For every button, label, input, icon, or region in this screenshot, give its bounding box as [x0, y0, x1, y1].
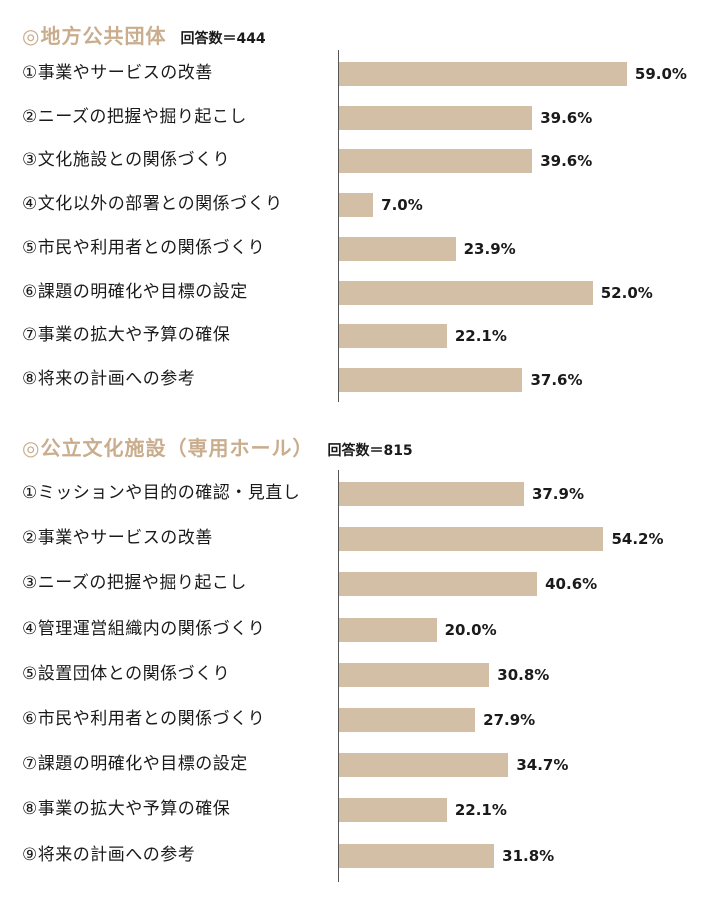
bar [339, 527, 604, 552]
value-label: 59.0% [634, 65, 687, 83]
bar-row: ⑧事業の拡大や予算の確保 22.1% [0, 788, 714, 832]
value-label: 22.1% [454, 801, 507, 820]
bar-row: ②ニーズの把握や掘り起こし 39.6% [0, 96, 714, 140]
bar [339, 105, 533, 130]
category-label: ②ニーズの把握や掘り起こし [22, 106, 247, 127]
y-axis-line [338, 50, 339, 402]
category-label: ⑨将来の計画への参考 [22, 844, 196, 865]
bar [339, 236, 456, 261]
category-label: ③ニーズの把握や掘り起こし [22, 573, 247, 594]
bar [339, 798, 447, 823]
category-label: ⑦課題の明確化や目標の設定 [22, 754, 248, 775]
section-title: ◎地方公共団体 [22, 24, 167, 48]
value-label: 20.0% [444, 620, 497, 639]
value-label: 27.9% [483, 711, 536, 729]
value-label: 34.7% [516, 756, 569, 775]
category-label: ⑥課題の明確化や目標の設定 [22, 281, 248, 302]
category-label: ①ミッションや目的の確認・見直し [22, 483, 301, 503]
bar [339, 367, 523, 392]
section-header: ◎地方公共団体 回答数＝444 [22, 20, 266, 49]
value-label: 31.8% [502, 846, 555, 865]
value-label: 52.0% [600, 283, 653, 302]
bar-row: ④文化以外の部署との関係づくり 7.0% [0, 183, 714, 227]
bar-row: ⑦事業の拡大や予算の確保 22.1% [0, 314, 714, 358]
category-label: ⑦事業の拡大や予算の確保 [22, 325, 231, 346]
category-label: ④文化以外の部署との関係づくり [22, 194, 283, 215]
category-label: ①事業やサービスの改善 [22, 63, 213, 83]
value-label: 7.0% [381, 196, 423, 215]
category-label: ③文化施設との関係づくり [22, 150, 231, 171]
category-label: ④管理運営組織内の関係づくり [22, 618, 266, 639]
category-label: ⑧事業の拡大や予算の確保 [22, 799, 231, 820]
value-label: 54.2% [611, 530, 664, 549]
respondent-count: 回答数＝815 [327, 443, 413, 459]
category-label: ⑥市民や利用者との関係づくり [22, 709, 266, 729]
value-label: 22.1% [454, 327, 507, 346]
bar-row: ⑦課題の明確化や目標の設定 34.7% [0, 743, 714, 787]
value-label: 39.6% [540, 152, 593, 171]
bar [339, 280, 593, 305]
bar-row: ③文化施設との関係づくり 39.6% [0, 139, 714, 183]
y-axis-line [338, 470, 339, 882]
value-label: 37.9% [531, 485, 584, 503]
bar-row: ①事業やサービスの改善 59.0% [0, 52, 714, 96]
bar [339, 753, 509, 778]
bar-row: ⑤設置団体との関係づくり 30.8% [0, 653, 714, 697]
bar-row: ⑧将来の計画への参考 37.6% [0, 358, 714, 402]
bar-row: ②事業やサービスの改善 54.2% [0, 517, 714, 561]
value-label: 37.6% [530, 370, 583, 389]
category-label: ②事業やサービスの改善 [22, 528, 213, 549]
bar-row: ⑤市民や利用者との関係づくり 23.9% [0, 227, 714, 271]
bar [339, 843, 495, 868]
bar [339, 149, 533, 174]
value-label: 39.6% [540, 108, 593, 127]
value-label: 30.8% [497, 665, 550, 684]
bar-row: ⑥課題の明確化や目標の設定 52.0% [0, 271, 714, 315]
bar [339, 572, 538, 597]
bar [339, 617, 437, 642]
bar [339, 662, 490, 687]
value-label: 23.9% [463, 239, 516, 258]
bar-row: ③ニーズの把握や掘り起こし 40.6% [0, 562, 714, 606]
bar-row: ④管理運営組織内の関係づくり 20.0% [0, 608, 714, 652]
bar [339, 193, 374, 218]
bar [339, 482, 524, 506]
bar [339, 62, 627, 86]
bar-row: ①ミッションや目的の確認・見直し 37.9% [0, 472, 714, 516]
category-label: ⑧将来の計画への参考 [22, 368, 196, 389]
bar [339, 324, 447, 349]
bar-row: ⑥市民や利用者との関係づくり 27.9% [0, 698, 714, 742]
category-label: ⑤設置団体との関係づくり [22, 663, 231, 684]
section-header: ◎公立文化施設（専用ホール） 回答数＝815 [22, 432, 413, 461]
category-label: ⑤市民や利用者との関係づくり [22, 237, 266, 258]
respondent-count: 回答数＝444 [180, 31, 266, 47]
section-title: ◎公立文化施設（専用ホール） [22, 436, 314, 460]
value-label: 40.6% [545, 575, 598, 594]
bar-row: ⑨将来の計画への参考 31.8% [0, 834, 714, 878]
bar [339, 708, 476, 732]
